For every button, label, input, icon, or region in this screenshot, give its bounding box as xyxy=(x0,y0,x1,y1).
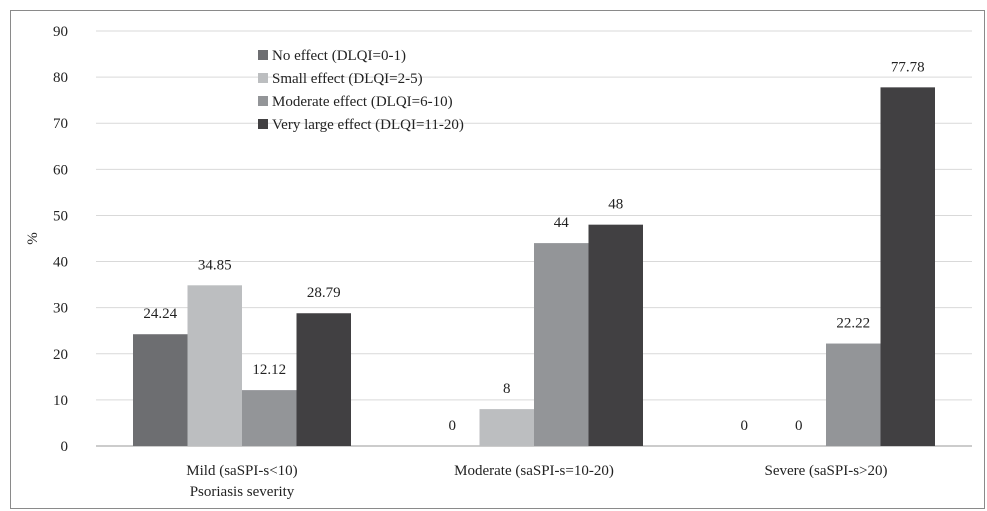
bar xyxy=(188,285,243,446)
x-category-label: Severe (saSPI-s>20) xyxy=(764,463,887,479)
x-axis-categories: Mild (saSPI-s<10) Moderate (saSPI-s=10-20… xyxy=(186,463,887,479)
data-label: 24.24 xyxy=(143,306,177,322)
data-label: 44 xyxy=(554,215,570,231)
data-label: 77.78 xyxy=(891,59,925,75)
data-label: 12.12 xyxy=(252,362,286,378)
data-label: 0 xyxy=(741,418,749,434)
data-label: 8 xyxy=(503,381,511,397)
y-tick-label: 60 xyxy=(53,162,68,178)
y-tick-label: 50 xyxy=(53,208,68,224)
y-tick-label: 0 xyxy=(61,439,69,455)
data-label: 0 xyxy=(449,418,457,434)
x-category-label: Mild (saSPI-s<10) xyxy=(186,463,297,479)
y-tick-label: 80 xyxy=(53,70,68,86)
legend-entry-label: No effect (DLQI=0-1) xyxy=(272,48,406,64)
bar xyxy=(826,344,881,446)
bar xyxy=(534,243,589,446)
data-label: 34.85 xyxy=(198,257,232,273)
y-tick-label: 40 xyxy=(53,255,68,271)
bar xyxy=(242,390,297,446)
y-axis-label: % xyxy=(25,232,41,245)
x-axis-label: Psoriasis severity xyxy=(190,484,295,500)
legend: No effect (DLQI=0-1) Small effect (DLQI=2… xyxy=(258,48,464,133)
data-label: 0 xyxy=(795,418,803,434)
bar xyxy=(480,409,535,446)
legend-entry-label: Small effect (DLQI=2-5) xyxy=(272,71,423,87)
y-tick-label: 30 xyxy=(53,301,68,317)
data-label: 22.22 xyxy=(836,316,870,332)
legend-entry-label: Moderate effect (DLQI=6-10) xyxy=(272,94,453,110)
y-tick-label: 70 xyxy=(53,116,68,132)
data-label: 28.79 xyxy=(307,285,341,301)
bar xyxy=(589,225,644,446)
y-tick-label: 10 xyxy=(53,393,68,409)
bars xyxy=(133,87,935,446)
y-axis-ticks: 0 10 20 30 40 50 60 70 80 90 xyxy=(53,24,68,455)
y-tick-label: 20 xyxy=(53,347,68,363)
bar xyxy=(297,313,352,446)
legend-swatch xyxy=(258,73,268,83)
legend-entry-label: Very large effect (DLQI=11-20) xyxy=(272,117,464,133)
legend-swatch xyxy=(258,119,268,129)
y-tick-label: 90 xyxy=(53,24,68,40)
data-label: 48 xyxy=(608,197,623,213)
bar xyxy=(881,87,936,446)
legend-swatch xyxy=(258,96,268,106)
x-category-label: Moderate (saSPI-s=10-20) xyxy=(454,463,614,479)
legend-swatch xyxy=(258,50,268,60)
bar xyxy=(133,334,188,446)
